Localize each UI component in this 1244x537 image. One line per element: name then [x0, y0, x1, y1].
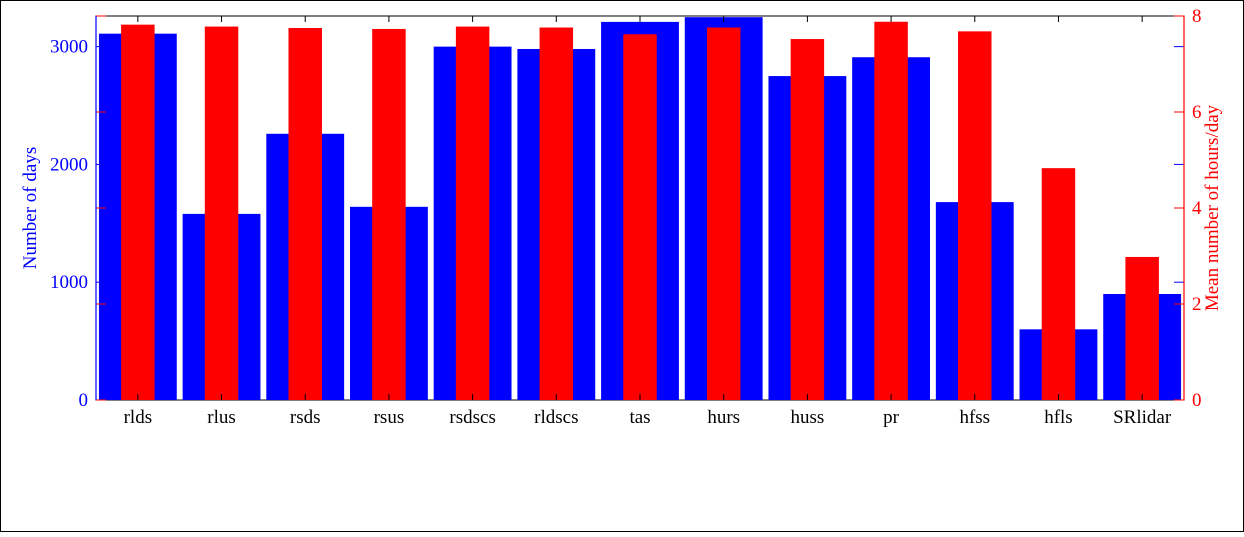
bar-hours-hfls: [1041, 168, 1076, 400]
bar-hours-rsdscs: [455, 26, 490, 401]
x-tick-label-rsus: rsus: [374, 407, 405, 428]
x-tick-label-rsds: rsds: [290, 407, 321, 428]
y-tick-label-right-2: 2: [1192, 294, 1202, 315]
bar-hours-hurs: [706, 27, 741, 401]
bar-hours-rsus: [372, 28, 406, 401]
bar-hours-hfss: [958, 31, 992, 401]
bar-hours-tas: [623, 34, 657, 401]
x-tick-label-tas: tas: [629, 407, 650, 428]
y-tick-label-left-2000: 2000: [50, 154, 88, 175]
bar-hours-rlds: [121, 24, 155, 400]
x-tick-label-hfls: hfls: [1044, 407, 1073, 428]
y-tick-label-right-8: 8: [1192, 6, 1202, 27]
bar-hours-rlus: [204, 26, 239, 401]
x-tick-label-huss: huss: [790, 407, 824, 428]
y-tick-label-right-4: 4: [1192, 198, 1202, 219]
x-tick-label-rlus: rlus: [207, 407, 236, 428]
bar-hours-SRlidar: [1125, 256, 1159, 400]
x-tick-label-rlds: rlds: [124, 407, 153, 428]
x-tick-label-rsdscs: rsdscs: [449, 407, 495, 428]
x-tick-label-rldscs: rldscs: [534, 407, 578, 428]
bar-hours-rsds: [288, 28, 322, 400]
y-tick-label-left-0: 0: [79, 390, 89, 411]
x-tick-label-hfss: hfss: [959, 407, 990, 428]
x-tick-label-pr: pr: [883, 407, 900, 428]
bar-hours-rldscs: [539, 27, 574, 401]
y-tick-label-left-3000: 3000: [50, 37, 88, 58]
y-axis-label-left: Number of days: [20, 147, 41, 269]
bar-hours-huss: [790, 39, 825, 400]
y-tick-label-left-1000: 1000: [50, 272, 88, 293]
bar-hours-pr: [874, 21, 908, 400]
y-tick-label-right-0: 0: [1192, 390, 1202, 411]
y-tick-label-right-6: 6: [1192, 102, 1202, 123]
x-tick-label-hurs: hurs: [707, 407, 740, 428]
x-tick-label-SRlidar: SRlidar: [1113, 407, 1172, 428]
y-axis-label-right: Mean number of hours/day: [1202, 104, 1223, 311]
